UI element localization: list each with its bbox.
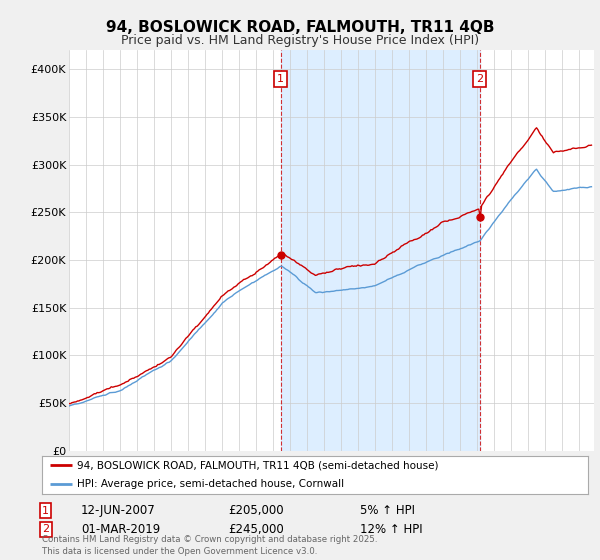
Text: Contains HM Land Registry data © Crown copyright and database right 2025.
This d: Contains HM Land Registry data © Crown c…: [42, 535, 377, 556]
Text: Price paid vs. HM Land Registry's House Price Index (HPI): Price paid vs. HM Land Registry's House …: [121, 34, 479, 46]
Text: 1: 1: [42, 506, 49, 516]
Text: £205,000: £205,000: [228, 504, 284, 517]
Bar: [281, 50, 479, 451]
Text: 2: 2: [42, 524, 49, 534]
Text: 01-MAR-2019: 01-MAR-2019: [81, 522, 160, 536]
Text: 5% ↑ HPI: 5% ↑ HPI: [360, 504, 415, 517]
Text: 12% ↑ HPI: 12% ↑ HPI: [360, 522, 422, 536]
Text: 2: 2: [476, 74, 483, 84]
Text: 1: 1: [277, 74, 284, 84]
Text: 94, BOSLOWICK ROAD, FALMOUTH, TR11 4QB: 94, BOSLOWICK ROAD, FALMOUTH, TR11 4QB: [106, 20, 494, 35]
Text: 12-JUN-2007: 12-JUN-2007: [81, 504, 156, 517]
Text: £245,000: £245,000: [228, 522, 284, 536]
Text: 94, BOSLOWICK ROAD, FALMOUTH, TR11 4QB (semi-detached house): 94, BOSLOWICK ROAD, FALMOUTH, TR11 4QB (…: [77, 460, 439, 470]
Text: HPI: Average price, semi-detached house, Cornwall: HPI: Average price, semi-detached house,…: [77, 479, 344, 489]
